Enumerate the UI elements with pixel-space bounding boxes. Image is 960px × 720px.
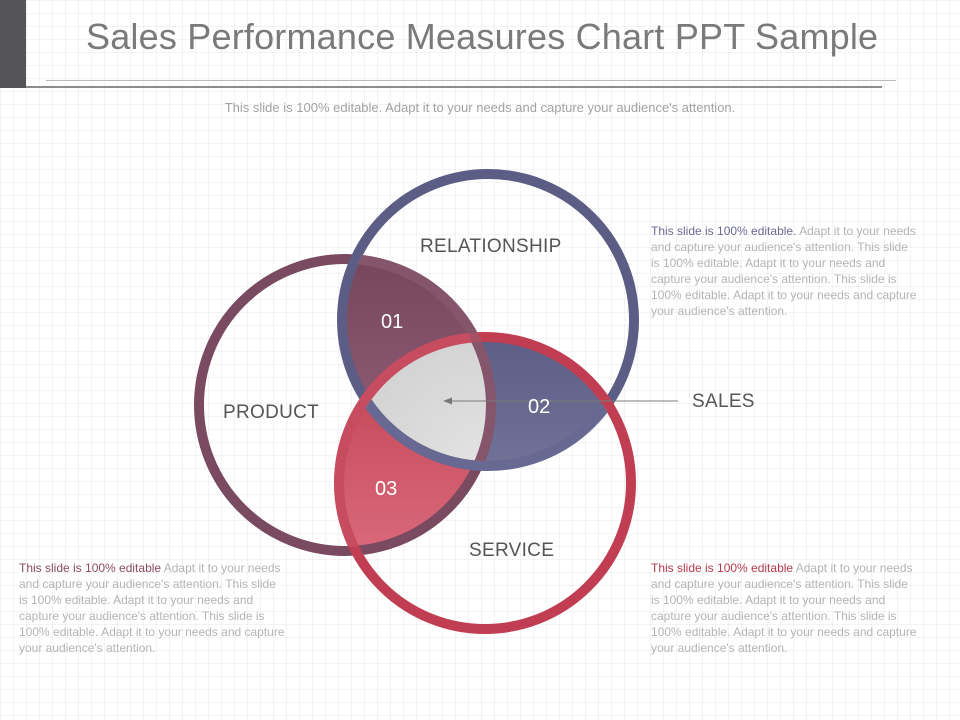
note-bottom-right-body: Adapt it to your needs and capture your … xyxy=(651,561,917,655)
note-bottom-right-lead: This slide is 100% editable xyxy=(651,561,794,575)
sales-label: SALES xyxy=(692,391,755,412)
note-top-right-lead: This slide is 100% editable. xyxy=(651,224,797,238)
note-bottom-right: This slide is 100% editable Adapt it to … xyxy=(651,560,917,656)
relationship-label: RELATIONSHIP xyxy=(420,236,562,257)
corner-accent-bar xyxy=(0,0,26,88)
sales-arrow-icon xyxy=(443,397,452,405)
note-top-right: This slide is 100% editable. Adapt it to… xyxy=(651,223,917,319)
segment-02-number: 02 xyxy=(528,396,551,418)
note-bottom-left-lead: This slide is 100% editable xyxy=(19,561,162,575)
slide-title: Sales Performance Measures Chart PPT Sam… xyxy=(86,16,879,57)
segment-03-number: 03 xyxy=(375,478,398,500)
segment-01-number: 01 xyxy=(381,311,404,333)
note-bottom-left-body: Adapt it to your needs and capture your … xyxy=(19,561,285,655)
service-label: SERVICE xyxy=(469,540,555,561)
note-bottom-left: This slide is 100% editable Adapt it to … xyxy=(19,560,285,656)
title-divider-thick xyxy=(26,86,882,88)
product-label: PRODUCT xyxy=(223,402,320,423)
slide-subtitle: This slide is 100% editable. Adapt it to… xyxy=(224,100,736,115)
note-top-right-body: Adapt it to your needs and capture your … xyxy=(651,224,917,318)
title-divider-thin xyxy=(46,80,896,81)
center-overlap xyxy=(346,341,487,462)
